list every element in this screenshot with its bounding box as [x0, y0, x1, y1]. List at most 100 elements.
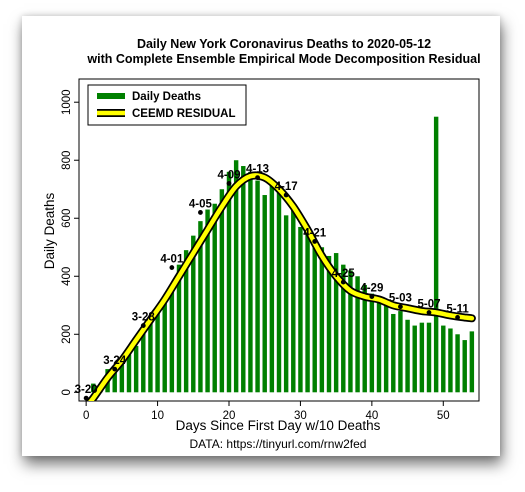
bar [169, 290, 175, 393]
bar [198, 221, 203, 393]
bar [405, 319, 410, 393]
legend-label-ceemd: CEEMD RESIDUAL [132, 108, 236, 120]
bar [248, 171, 253, 393]
bar [312, 238, 317, 393]
y-tick-label: 600 [61, 209, 73, 228]
date-marker [226, 181, 232, 186]
bar [319, 247, 325, 393]
bar [205, 209, 210, 393]
bar [412, 325, 417, 393]
bar [383, 302, 389, 393]
chart-subtitle: with Complete Ensemble Empirical Mode De… [86, 52, 480, 66]
date-label: 4-29 [360, 283, 383, 295]
legend-label-daily-deaths: Daily Deaths [132, 91, 201, 103]
date-label: 4-17 [275, 181, 298, 193]
bar [426, 322, 432, 393]
date-annotations: 3-20 3-24 3-28 4-01 4-05 4-09 4-13 4-17 4-21 4-25… [75, 164, 469, 401]
date-marker [340, 279, 346, 285]
legend: Daily Deaths CEEMD RESIDUAL [87, 84, 247, 126]
date-marker [83, 395, 89, 401]
chart: Daily New York Coronavirus Deaths to 202… [42, 37, 481, 451]
bar [141, 331, 146, 393]
residual-series [85, 171, 476, 401]
bar [376, 296, 382, 393]
bar [326, 255, 332, 393]
legend-box [87, 84, 247, 126]
date-label: 4-05 [189, 198, 213, 210]
date-marker [169, 265, 175, 270]
bar [398, 311, 403, 393]
date-label: 4-13 [246, 164, 269, 176]
bar [112, 366, 117, 393]
bar [91, 383, 96, 393]
date-marker [398, 304, 403, 310]
residual-line [88, 173, 475, 401]
bar [433, 116, 439, 393]
bar [369, 293, 375, 393]
y-tick-label: 200 [61, 325, 73, 344]
bar [269, 183, 275, 393]
bar [298, 226, 303, 393]
bar [133, 345, 139, 393]
bar-series [91, 116, 475, 393]
bar [391, 313, 396, 393]
date-label: 5-11 [446, 303, 469, 315]
bar [276, 192, 282, 393]
x-tick-label: 20 [223, 410, 236, 422]
bar [119, 363, 125, 393]
date-label: 4-25 [332, 268, 356, 280]
bar [448, 328, 453, 393]
y-tick-label: 800 [61, 151, 73, 170]
plot-frame [78, 78, 480, 402]
date-marker [426, 310, 432, 315]
date-label: 4-09 [217, 169, 240, 181]
date-label: 3-24 [103, 355, 127, 367]
bar [212, 203, 217, 393]
date-marker [455, 315, 460, 320]
date-label: 4-21 [303, 227, 327, 239]
date-marker [140, 323, 146, 328]
date-marker [112, 366, 118, 372]
bar [233, 160, 239, 393]
bar [355, 276, 360, 393]
bar [283, 215, 289, 393]
date-label: 3-28 [132, 312, 156, 324]
date-marker [369, 294, 375, 299]
x-tick-label: 40 [365, 410, 378, 422]
date-marker [198, 210, 203, 215]
y-tick-label: 0 [61, 389, 73, 395]
bar [469, 331, 475, 393]
bar [262, 195, 267, 393]
bar [462, 340, 467, 393]
axes: 0 10 20 30 40 50 0 200 400 600 800 1000 [61, 78, 480, 422]
bar [441, 325, 446, 393]
x-tick-label: 10 [151, 410, 164, 422]
bar [291, 206, 296, 393]
bar [362, 284, 367, 393]
bar [155, 311, 160, 393]
x-tick-label: 0 [83, 410, 89, 422]
bar [226, 171, 232, 393]
chart-card: Daily New York Coronavirus Deaths to 202… [22, 16, 500, 456]
y-tick-label: 400 [61, 267, 73, 286]
x-axis-title: Days Since First Day w/10 Deaths [176, 418, 381, 433]
bar [255, 180, 260, 393]
bar [183, 250, 189, 393]
date-label: 4-01 [160, 254, 184, 266]
bar [162, 299, 167, 393]
x-tick-label: 30 [294, 410, 307, 422]
data-source-caption: DATA: https://tinyurl.com/rnw2fed [190, 437, 367, 451]
bar [419, 322, 425, 393]
bar [455, 334, 460, 393]
chart-title: Daily New York Coronavirus Deaths to 202… [137, 37, 431, 51]
y-tick-label: 1000 [61, 89, 73, 115]
bar [333, 253, 339, 393]
bar [241, 166, 246, 393]
y-axis-title: Daily Deaths [42, 192, 57, 269]
bar [341, 264, 346, 393]
date-label: 3-20 [75, 384, 98, 396]
bar [348, 270, 353, 393]
bar [126, 354, 132, 393]
bar [176, 264, 182, 393]
date-marker [255, 175, 260, 181]
